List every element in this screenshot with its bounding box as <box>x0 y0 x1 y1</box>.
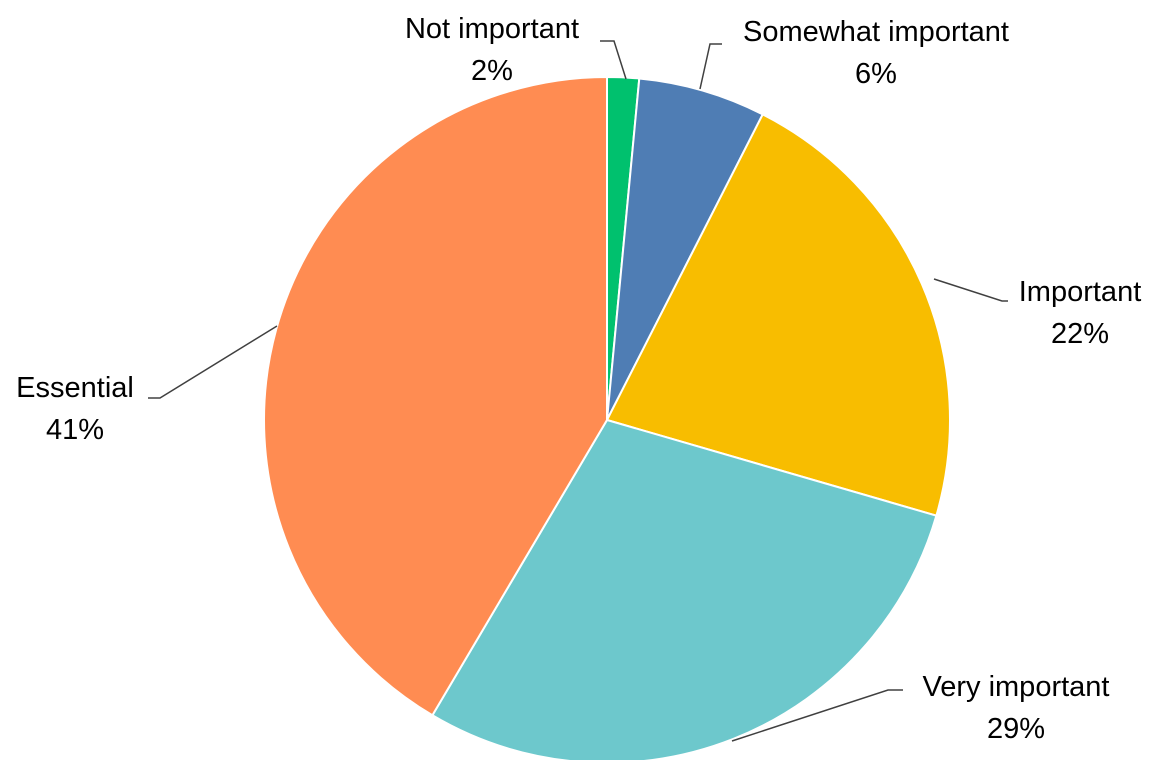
label-category: Very important <box>923 671 1110 703</box>
leader-line-essential <box>148 325 278 399</box>
label-percent: 6% <box>855 58 897 90</box>
data-label-essential: Essential 41% <box>16 372 134 446</box>
pie-slice-somewhat-important <box>606 77 765 421</box>
pie-slice-very-important <box>431 418 938 760</box>
label-percent: 29% <box>987 713 1045 745</box>
leader-line-somewhat-important <box>699 43 722 90</box>
data-labels: Not important 2% Somewhat important 6% I… <box>16 13 1141 745</box>
data-label-not-important: Not important 2% <box>405 13 579 87</box>
pie-slice-essential <box>263 75 608 717</box>
leader-line-very-important <box>731 689 903 742</box>
data-label-important: Important 22% <box>1019 276 1142 350</box>
label-category: Somewhat important <box>743 16 1009 48</box>
leader-lines <box>148 40 1008 742</box>
pie-slices <box>263 75 951 760</box>
pie-slice-important <box>605 113 951 517</box>
label-category: Essential <box>16 372 134 404</box>
data-label-somewhat-important: Somewhat important 6% <box>743 16 1009 90</box>
label-category: Important <box>1019 276 1142 308</box>
label-percent: 22% <box>1051 318 1109 350</box>
label-percent: 2% <box>471 55 513 87</box>
label-category: Not important <box>405 13 579 45</box>
leader-line-important <box>933 278 1008 302</box>
data-label-very-important: Very important 29% <box>923 671 1110 745</box>
leader-line-not-important <box>600 40 627 80</box>
label-percent: 41% <box>46 414 104 446</box>
